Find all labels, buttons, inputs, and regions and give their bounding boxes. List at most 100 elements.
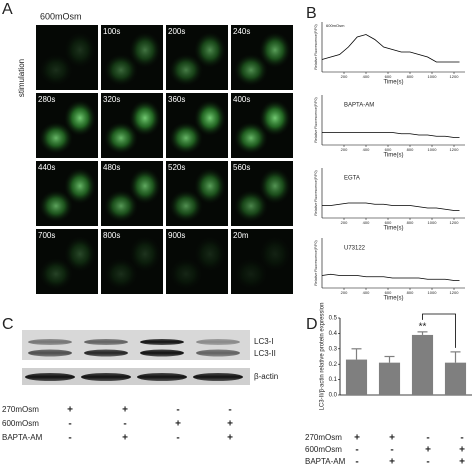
condition-name: BAPTA-AM: [2, 433, 43, 442]
cell: [169, 190, 203, 222]
x-tick-label: 1200: [450, 147, 460, 152]
series-line: [322, 132, 460, 138]
condition-sign: -: [123, 419, 126, 430]
condition-sign: +: [459, 445, 465, 456]
x-tick-label: 400: [363, 74, 370, 79]
cell: [39, 258, 73, 290]
cell: [259, 100, 291, 136]
band: [81, 373, 131, 381]
condition-sign: -: [176, 405, 179, 416]
band: [196, 339, 240, 345]
x-tick-label: 400: [363, 220, 370, 225]
time-label: 200s: [168, 27, 185, 36]
condition-sign: -: [228, 405, 231, 416]
band: [140, 349, 184, 357]
cell: [194, 32, 226, 68]
y-axis-label: Relative Fluorescence(F/F0): [314, 170, 318, 215]
x-tick-label: 200: [341, 74, 348, 79]
cell: [169, 54, 203, 86]
x-axis-label: Time(s): [383, 153, 403, 159]
cell: [39, 190, 73, 222]
x-tick-label: 1000: [428, 290, 438, 295]
x-tick-label: 1000: [428, 74, 438, 79]
x-tick-label: 800: [407, 220, 414, 225]
bar: [378, 362, 401, 395]
time-label: 900s: [168, 231, 185, 240]
condition-sign: +: [227, 419, 233, 430]
time-label: 560s: [233, 163, 250, 172]
cell: [234, 54, 268, 86]
x-axis-label: Time(s): [383, 296, 403, 302]
condition-sign: -: [426, 433, 429, 444]
annotation: 600mOsm: [326, 23, 345, 28]
band: [193, 373, 243, 381]
time-label: 240s: [233, 27, 250, 36]
y-tick-label: 0.0: [329, 393, 338, 399]
condition-sign: +: [67, 405, 73, 416]
cell: [129, 168, 161, 204]
x-tick-label: 200: [341, 220, 348, 225]
band: [140, 339, 184, 345]
cell: [259, 168, 291, 204]
side-label: stimulation: [17, 59, 26, 97]
bracket: [422, 313, 456, 348]
condition-sign: +: [122, 433, 128, 444]
time-label: 20m: [233, 231, 249, 240]
x-tick-label: 1000: [428, 220, 438, 225]
cell: [129, 32, 161, 68]
annotation: EGTA: [344, 176, 360, 182]
time-label: 800s: [103, 231, 120, 240]
y-axis-label: Relative Fluorescence(F/F0): [314, 24, 318, 69]
y-axis-label: Relative Fluorescence(F/F0): [314, 97, 318, 142]
x-tick-label: 600: [385, 290, 392, 295]
time-label: 480s: [103, 163, 120, 172]
annotation: BAPTA-AM: [344, 103, 374, 109]
condition-sign: -: [68, 433, 71, 444]
x-tick-label: 400: [363, 147, 370, 152]
blot-label: β-actin: [254, 372, 278, 381]
cell: [39, 122, 73, 154]
blot-label: LC3-II: [254, 349, 276, 358]
cell: [234, 190, 268, 222]
cell: [169, 258, 203, 290]
condition-sign: +: [389, 457, 395, 468]
condition-sign: +: [459, 457, 465, 468]
significance: **: [419, 322, 427, 333]
cell: [64, 32, 96, 68]
x-tick-label: 600: [385, 74, 392, 79]
time-label: 400s: [233, 95, 250, 104]
time-label: 100s: [103, 27, 120, 36]
panel-label: D: [306, 316, 318, 333]
cell: [259, 32, 291, 68]
cell: [39, 54, 73, 86]
condition-sign: +: [425, 445, 431, 456]
cell: [194, 236, 226, 272]
time-label: 440s: [38, 163, 55, 172]
time-label: 520s: [168, 163, 185, 172]
y-tick-label: 0.4: [329, 331, 338, 337]
time-label: 320s: [103, 95, 120, 104]
x-axis-label: Time(s): [383, 80, 403, 86]
panel-label: A: [2, 1, 13, 18]
cell: [194, 168, 226, 204]
panel-label: C: [2, 316, 14, 333]
cell: [64, 236, 96, 272]
condition-sign: +: [389, 433, 395, 444]
condition-sign: +: [354, 433, 360, 444]
cell: [129, 236, 161, 272]
condition-sign: +: [122, 405, 128, 416]
cell: [104, 54, 138, 86]
condition-name: BAPTA-AM: [305, 457, 346, 466]
x-tick-label: 800: [407, 290, 414, 295]
condition-sign: -: [460, 433, 463, 444]
condition-name: 270mOsm: [305, 433, 342, 442]
x-tick-label: 1200: [450, 290, 460, 295]
y-tick-label: 0.2: [329, 362, 338, 368]
bar: [444, 362, 467, 395]
cell: [104, 258, 138, 290]
y-tick-label: 0.5: [329, 316, 338, 322]
x-tick-label: 800: [407, 74, 414, 79]
band: [84, 339, 128, 345]
series-line: [321, 34, 460, 63]
y-tick-label: 0.1: [329, 377, 338, 383]
